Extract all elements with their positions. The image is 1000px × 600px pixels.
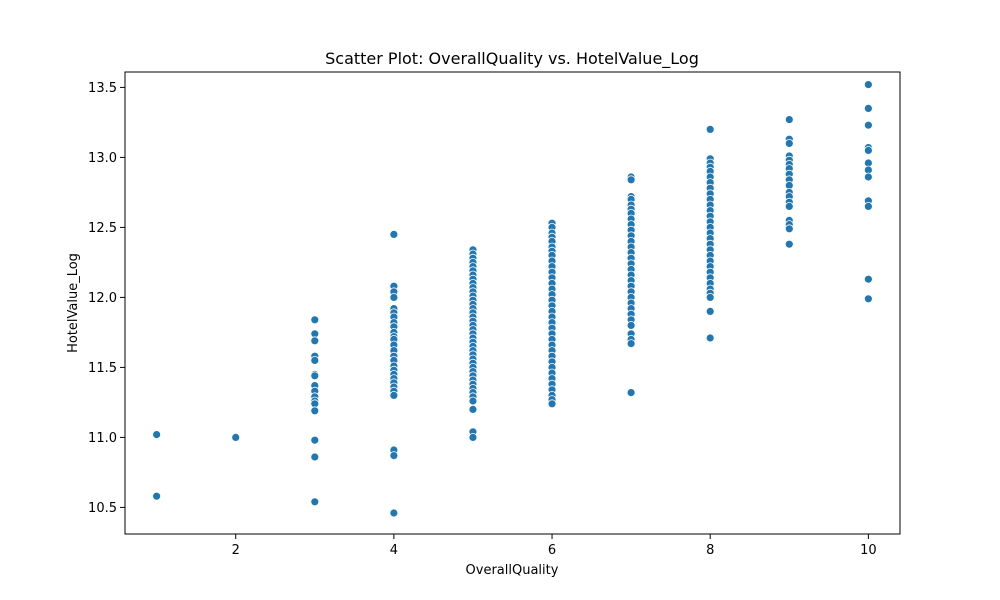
data-point xyxy=(310,315,320,325)
data-point xyxy=(310,336,320,346)
x-axis-label: OverallQuality xyxy=(466,563,559,578)
data-point xyxy=(152,430,162,440)
x-tick-label: 10 xyxy=(860,543,877,558)
x-tick-label: 4 xyxy=(390,543,398,558)
data-point xyxy=(863,294,873,304)
data-point xyxy=(863,104,873,113)
data-point xyxy=(310,497,320,507)
data-point xyxy=(389,229,399,239)
data-point xyxy=(863,201,873,211)
y-tick-label: 11.0 xyxy=(88,431,117,446)
y-axis-label: HotelValue_Log xyxy=(66,253,81,353)
plot-frame xyxy=(124,71,901,535)
data-point xyxy=(626,388,636,398)
y-tick-label: 12.5 xyxy=(88,221,117,236)
data-point xyxy=(784,224,794,234)
y-tick-label: 12.0 xyxy=(88,291,117,306)
x-tick-label: 6 xyxy=(548,543,556,558)
data-point xyxy=(468,404,478,414)
data-point xyxy=(626,175,636,185)
data-point xyxy=(389,292,399,302)
y-tick-label: 11.5 xyxy=(88,361,117,376)
x-axis: 2 4 6 8 10 xyxy=(232,534,877,558)
y-tick-label: 13.0 xyxy=(88,151,117,166)
data-point xyxy=(784,239,794,249)
data-point xyxy=(863,172,873,182)
data-point xyxy=(310,371,320,381)
y-tick-label: 13.5 xyxy=(88,81,117,96)
data-point xyxy=(389,451,399,461)
x-tick-label: 8 xyxy=(706,543,714,558)
data-point xyxy=(468,396,478,406)
data-point xyxy=(784,115,794,124)
data-point xyxy=(705,333,715,343)
data-point xyxy=(705,306,715,316)
data-point xyxy=(310,406,320,416)
data-point xyxy=(863,274,873,284)
data-point xyxy=(705,124,715,134)
data-point xyxy=(784,138,794,148)
data-point xyxy=(705,292,715,302)
data-point xyxy=(863,145,873,155)
data-point xyxy=(547,399,557,409)
x-tick-label: 2 xyxy=(232,543,240,558)
data-points xyxy=(152,80,873,518)
data-point xyxy=(626,339,636,349)
data-point xyxy=(152,491,162,501)
data-point xyxy=(626,320,636,330)
y-axis: 10.5 11.0 11.5 12.0 12.5 13.0 13.5 xyxy=(88,81,125,516)
data-point xyxy=(863,80,873,89)
y-tick-label: 10.5 xyxy=(88,501,117,516)
data-point xyxy=(310,452,320,462)
chart-title: Scatter Plot: OverallQuality vs. HotelVa… xyxy=(325,49,699,69)
data-point xyxy=(231,432,241,442)
data-point xyxy=(310,435,320,445)
data-point xyxy=(310,355,320,365)
data-point xyxy=(389,508,399,518)
data-point xyxy=(468,432,478,442)
data-point xyxy=(784,201,794,211)
data-point xyxy=(863,120,873,130)
data-point xyxy=(389,390,399,400)
